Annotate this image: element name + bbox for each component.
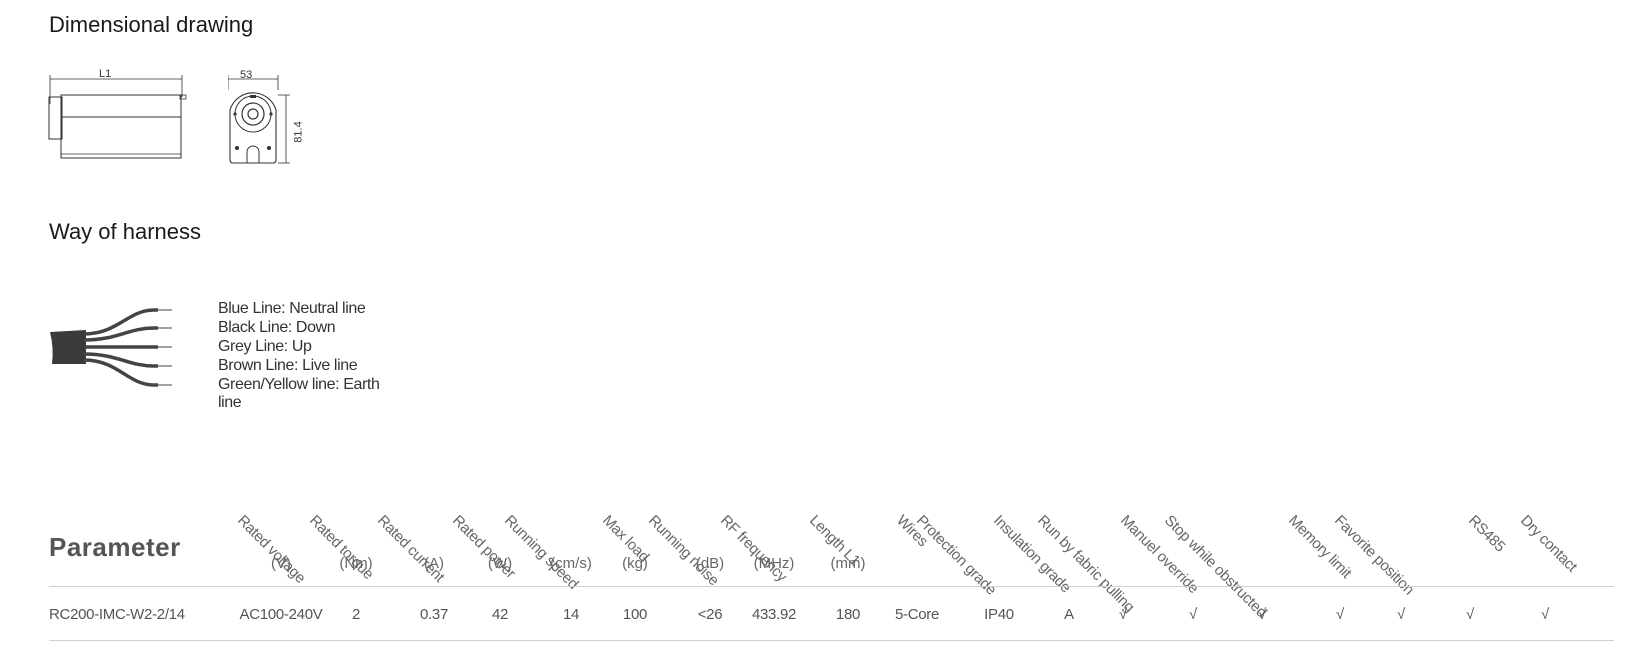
column-header: Rated current [374, 511, 448, 586]
front-width-label: 53 [240, 69, 253, 81]
table-cell: √ [1119, 606, 1127, 623]
column-unit: (V) [271, 555, 291, 572]
front-height-label: 81.4 [292, 121, 305, 143]
wire-label-grey: Grey Line: Up [218, 338, 312, 355]
side-view-drawing: L1 [46, 64, 196, 170]
model-cell: RC200-IMC-W2-2/14 [49, 606, 185, 623]
table-cell: 2 [351, 606, 361, 623]
table-cell: √ [1336, 606, 1344, 623]
column-unit: (mm) [830, 555, 866, 572]
table-cell: AC100-240V [239, 606, 323, 623]
wire-label-blue: Blue Line: Neutral line [218, 300, 366, 317]
front-view-drawing: 53 81.4 [227, 64, 305, 170]
wire-label-earth: Green/Yellow line: Earth line [218, 376, 380, 411]
column-header: Insulation grade [990, 511, 1075, 597]
column-header: Rated torque [306, 511, 377, 583]
column-header: Rated voltage [234, 511, 309, 587]
table-cell: 100 [622, 606, 648, 623]
column-unit: (cm/s) [550, 555, 592, 572]
table-cell: 42 [491, 606, 509, 623]
column-header: Dry contact [1517, 511, 1581, 576]
side-length-label: L1 [99, 68, 112, 80]
table-cell: <26 [697, 606, 723, 623]
wire-label-black: Black Line: Down [218, 319, 336, 336]
column-header: Manuel override [1117, 511, 1202, 597]
table-cell: 0.37 [420, 606, 448, 623]
table-cell: √ [1397, 606, 1405, 623]
table-cell: 433.92 [751, 606, 797, 623]
parameter-title: Parameter [49, 532, 181, 562]
column-unit: (W) [487, 555, 513, 572]
table-cell: A [1064, 606, 1074, 623]
table-cell: IP40 [984, 606, 1014, 623]
table-cell: 180 [835, 606, 861, 623]
dimensional-drawing-title: Dimensional drawing [49, 12, 254, 37]
table-top-rule [49, 586, 1614, 587]
column-unit: (kg) [622, 555, 648, 572]
table-bottom-rule [49, 640, 1614, 641]
column-header: Running speed [501, 511, 582, 593]
column-header: RF frequency [717, 511, 791, 586]
harness-diagram: Blue Line: Neutral line Black Line: Down… [48, 300, 388, 411]
table-cell: √ [1541, 606, 1549, 623]
table-cell: 14 [562, 606, 580, 623]
way-of-harness-title: Way of harness [49, 219, 202, 244]
column-header: Running noise [645, 511, 723, 590]
column-unit: (dB) [695, 555, 725, 572]
table-cell: √ [1466, 606, 1474, 623]
wire-label-brown: Brown Line: Live line [218, 357, 358, 374]
column-unit: (A) [424, 555, 444, 572]
table-cell: 5-Core [894, 606, 940, 623]
column-unit: (Nm) [339, 555, 373, 572]
column-unit: (MHz) [753, 555, 795, 572]
table-cell: √ [1258, 606, 1266, 623]
column-header: RS485 [1465, 511, 1509, 556]
table-cell: √ [1189, 606, 1197, 623]
